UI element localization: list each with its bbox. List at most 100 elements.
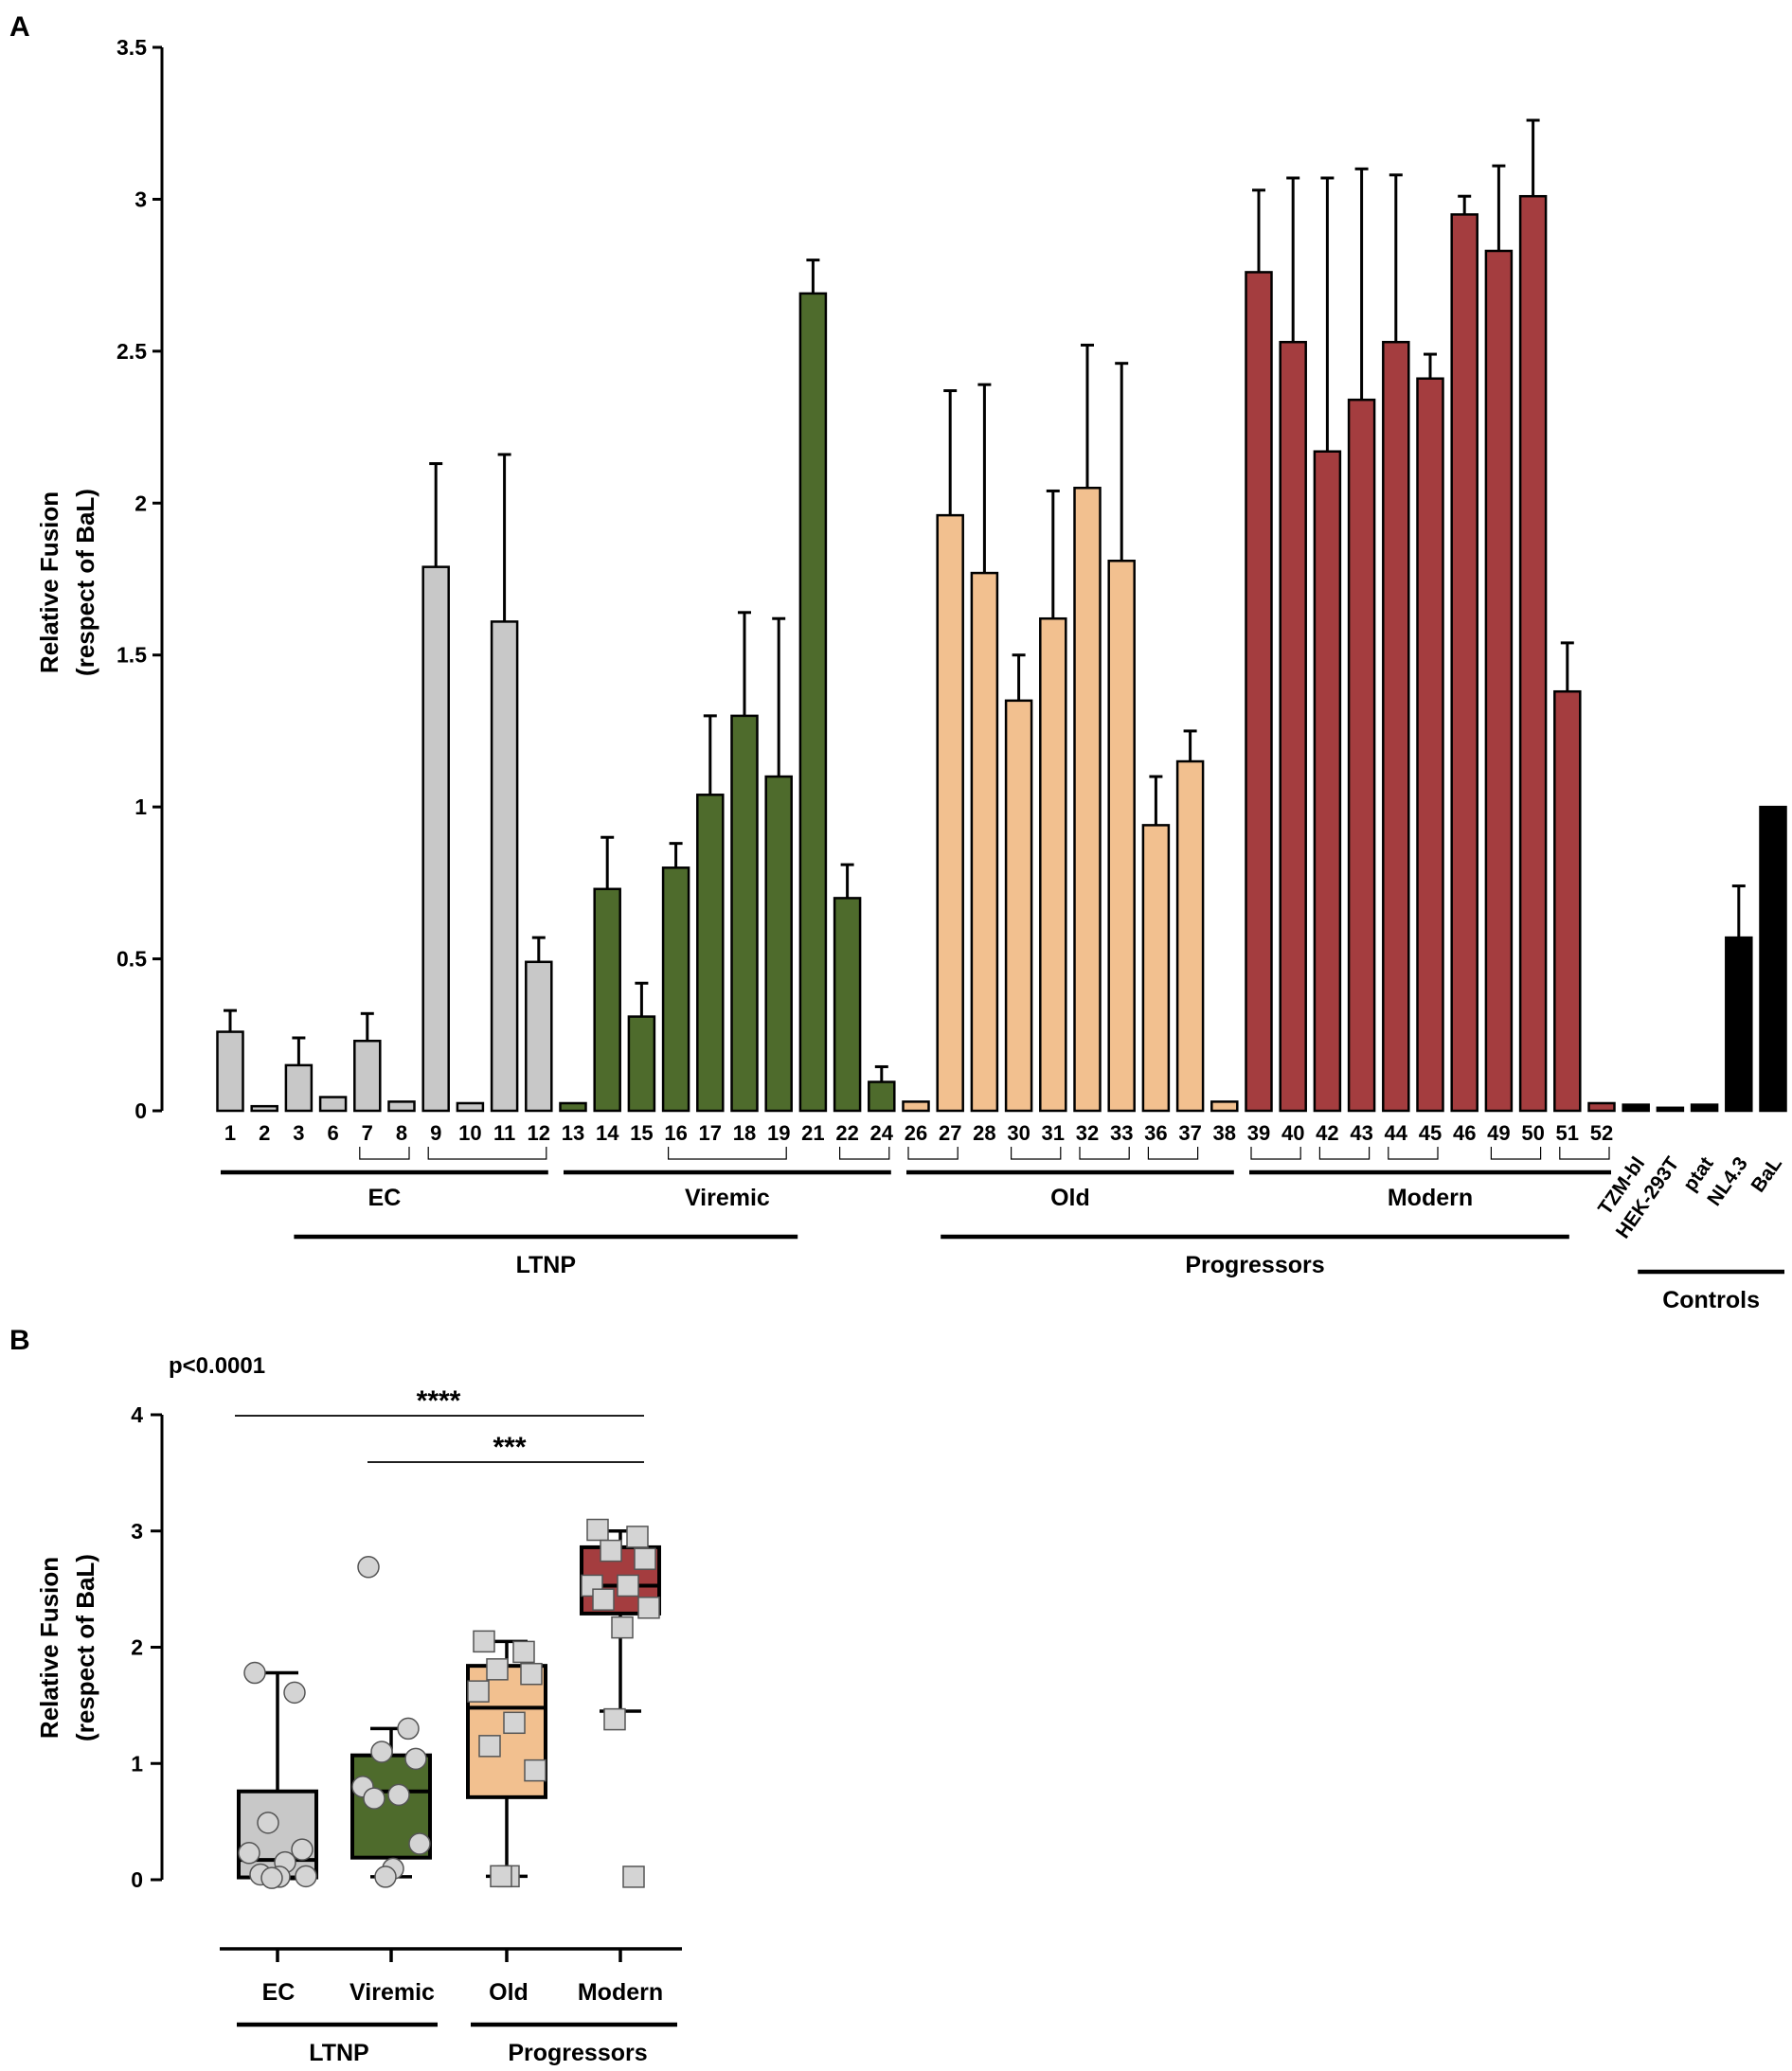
data-point-Modern	[603, 1707, 626, 1731]
data-point-EC	[238, 1842, 260, 1865]
x-label-46: 46	[1453, 1121, 1476, 1145]
data-point-Modern	[637, 1597, 660, 1619]
x-label-43: 43	[1350, 1121, 1372, 1145]
bar-45	[1416, 377, 1444, 1113]
bar-18	[730, 714, 759, 1113]
x-label-22: 22	[835, 1121, 858, 1145]
x-label-40: 40	[1281, 1121, 1304, 1145]
pair-bracket	[907, 1147, 959, 1160]
data-point-Viremic	[357, 1556, 380, 1579]
data-point-EC	[243, 1661, 266, 1685]
bar-43	[1347, 398, 1376, 1113]
bar-36	[1141, 824, 1171, 1113]
bar-46	[1450, 213, 1478, 1113]
data-point-Modern	[634, 1547, 656, 1570]
bar-27	[936, 513, 964, 1113]
y-tick-label: 2	[134, 491, 147, 515]
x-label-42: 42	[1316, 1121, 1338, 1145]
x-label-32: 32	[1076, 1121, 1099, 1145]
x-label-19: 19	[767, 1121, 790, 1145]
bar-30	[1004, 699, 1033, 1113]
supergroup-label: LTNP	[516, 1252, 576, 1278]
supergroup-label-LTNP: LTNP	[309, 2040, 368, 2066]
data-point-Old	[520, 1662, 543, 1686]
x-label-10: 10	[458, 1121, 481, 1145]
data-point-EC	[283, 1681, 306, 1705]
group-label-Old: Old	[1050, 1185, 1090, 1211]
bar-44	[1382, 340, 1410, 1113]
y-axis-title: Relative Fusion	[35, 491, 63, 673]
x-label-28: 28	[973, 1121, 995, 1145]
y-tick-label: 3	[131, 1519, 143, 1544]
panel-b-label: B	[9, 1325, 30, 1356]
x-label-7: 7	[362, 1121, 373, 1145]
bar-13	[559, 1101, 587, 1113]
data-point-Old	[478, 1735, 501, 1758]
control-label-BaL: BaL	[1747, 1153, 1786, 1197]
x-label-44: 44	[1385, 1121, 1408, 1145]
data-point-Old	[512, 1640, 535, 1664]
x-label-Viremic: Viremic	[349, 1979, 435, 2006]
pair-bracket	[1011, 1147, 1062, 1160]
bar-15	[627, 1015, 656, 1113]
x-label-38: 38	[1213, 1121, 1236, 1145]
bar-8	[387, 1100, 416, 1113]
y-axis-title-units: (respect of BaL)	[71, 1554, 99, 1741]
bar-19	[764, 775, 793, 1113]
x-label-39: 39	[1247, 1121, 1270, 1145]
x-label-36: 36	[1144, 1121, 1167, 1145]
x-label-Modern: Modern	[578, 1979, 663, 2006]
x-label-37: 37	[1178, 1121, 1201, 1145]
y-tick-label: 0.5	[116, 947, 147, 972]
data-point-Old	[503, 1711, 526, 1735]
x-label-17: 17	[699, 1121, 722, 1145]
data-point-Old	[490, 1865, 512, 1888]
pair-bracket	[1318, 1147, 1371, 1160]
bar-12	[525, 960, 553, 1113]
x-label-2: 2	[259, 1121, 270, 1145]
x-label-12: 12	[528, 1121, 550, 1145]
bar-52	[1587, 1101, 1616, 1113]
x-label-26: 26	[905, 1121, 927, 1145]
bar-38	[1210, 1100, 1239, 1113]
x-label-Old: Old	[489, 1979, 529, 2006]
bar-6	[318, 1096, 348, 1113]
supergroup-label: Progressors	[1185, 1252, 1324, 1278]
bar-22	[833, 897, 862, 1113]
y-tick-label: 1	[131, 1751, 143, 1776]
bar-33	[1107, 559, 1136, 1113]
panel-a-label: A	[9, 11, 30, 43]
group-label-Viremic: Viremic	[685, 1185, 770, 1211]
x-label-24: 24	[870, 1121, 894, 1145]
bar-37	[1175, 759, 1205, 1113]
bar-32	[1073, 486, 1102, 1113]
bar-9	[421, 565, 450, 1113]
data-point-Modern	[626, 1526, 649, 1548]
bar-7	[353, 1039, 382, 1113]
bar-HEK-293T	[1656, 1106, 1685, 1113]
data-point-Old	[467, 1680, 490, 1703]
data-point-Viremic	[363, 1787, 385, 1810]
data-point-Viremic	[374, 1866, 397, 1888]
pair-bracket	[1388, 1147, 1439, 1160]
y-tick-label: 1.5	[116, 643, 147, 668]
bar-42	[1313, 450, 1342, 1113]
y-tick-label: 3	[134, 187, 147, 211]
x-label-49: 49	[1487, 1121, 1510, 1145]
pair-bracket	[1147, 1147, 1199, 1160]
x-label-9: 9	[430, 1121, 441, 1145]
x-label-3: 3	[293, 1121, 304, 1145]
y-axis-title-units: (respect of BaL)	[71, 489, 99, 676]
significance-stars: ***	[493, 1432, 526, 1463]
data-point-Viremic	[387, 1783, 410, 1807]
bar-17	[696, 794, 725, 1113]
x-label-33: 33	[1110, 1121, 1133, 1145]
bar-BaL	[1759, 805, 1787, 1113]
bar-50	[1518, 194, 1548, 1113]
data-point-Modern	[622, 1866, 645, 1888]
bar-31	[1039, 616, 1067, 1113]
data-point-Old	[486, 1658, 509, 1681]
y-tick-label: 4	[131, 1402, 143, 1427]
data-point-Modern	[617, 1574, 639, 1598]
